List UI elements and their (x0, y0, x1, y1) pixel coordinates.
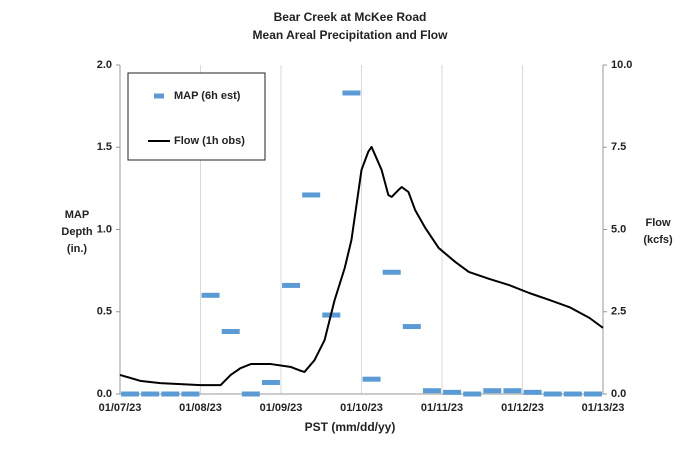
legend-swatch (154, 93, 164, 99)
map-dash (583, 391, 602, 397)
map-dash (141, 391, 160, 397)
map-dash (342, 90, 361, 96)
legend-label: Flow (1h obs) (174, 135, 245, 147)
y2-tick-label: 5.0 (611, 223, 626, 235)
map-dash (261, 379, 280, 385)
y2-tick-label: 0.0 (611, 388, 626, 400)
map-dash (483, 388, 502, 394)
y-tick-label: 2.0 (97, 59, 112, 71)
y2-tick-label: 7.5 (611, 141, 626, 153)
y2-tick-label: 10.0 (611, 59, 632, 71)
map-dash (221, 328, 240, 334)
y-tick-label: 1.0 (97, 223, 112, 235)
y2-axis-label: Flow (645, 217, 670, 229)
x-tick-label: 01/09/23 (260, 402, 303, 414)
map-dash (161, 391, 180, 397)
map-dash (523, 389, 542, 395)
legend-box (127, 72, 266, 161)
chart-subtitle: Mean Areal Precipitation and Flow (253, 28, 449, 42)
legend-label: MAP (6h est) (174, 90, 241, 102)
map-dash (201, 292, 220, 298)
y-tick-label: 0.5 (97, 306, 112, 318)
map-dash (463, 391, 482, 397)
x-tick-label: 01/08/23 (179, 402, 222, 414)
y-axis-label: MAP (65, 209, 89, 221)
chart-title: Bear Creek at McKee Road (274, 10, 427, 24)
map-dash (241, 391, 260, 397)
x-tick-label: 01/13/23 (582, 402, 625, 414)
y2-axis-label: (kcfs) (643, 234, 673, 246)
map-dash (402, 324, 421, 330)
map-dash (302, 192, 321, 198)
map-dash (422, 388, 441, 394)
map-dash (443, 389, 462, 395)
flow-line (119, 145, 604, 387)
map-dash (282, 282, 301, 288)
x-tick-label: 01/11/23 (421, 402, 463, 414)
map-dash (362, 376, 381, 382)
x-tick-label: 01/07/23 (99, 402, 142, 414)
y-tick-label: 0.0 (97, 388, 112, 400)
x-tick-label: 01/10/23 (340, 402, 383, 414)
map-dash (563, 391, 582, 397)
map-dash (121, 391, 140, 397)
map-dash (503, 388, 522, 394)
map-dash (382, 269, 401, 275)
y2-tick-label: 2.5 (611, 306, 626, 318)
y-axis-label: (in.) (67, 243, 87, 255)
map-dash (181, 391, 200, 397)
y-axis-label: Depth (61, 226, 92, 238)
x-tick-label: 01/12/23 (501, 402, 544, 414)
map-dash (543, 391, 562, 397)
y-tick-label: 1.5 (97, 141, 112, 153)
x-axis-label: PST (mm/dd/yy) (305, 420, 396, 434)
